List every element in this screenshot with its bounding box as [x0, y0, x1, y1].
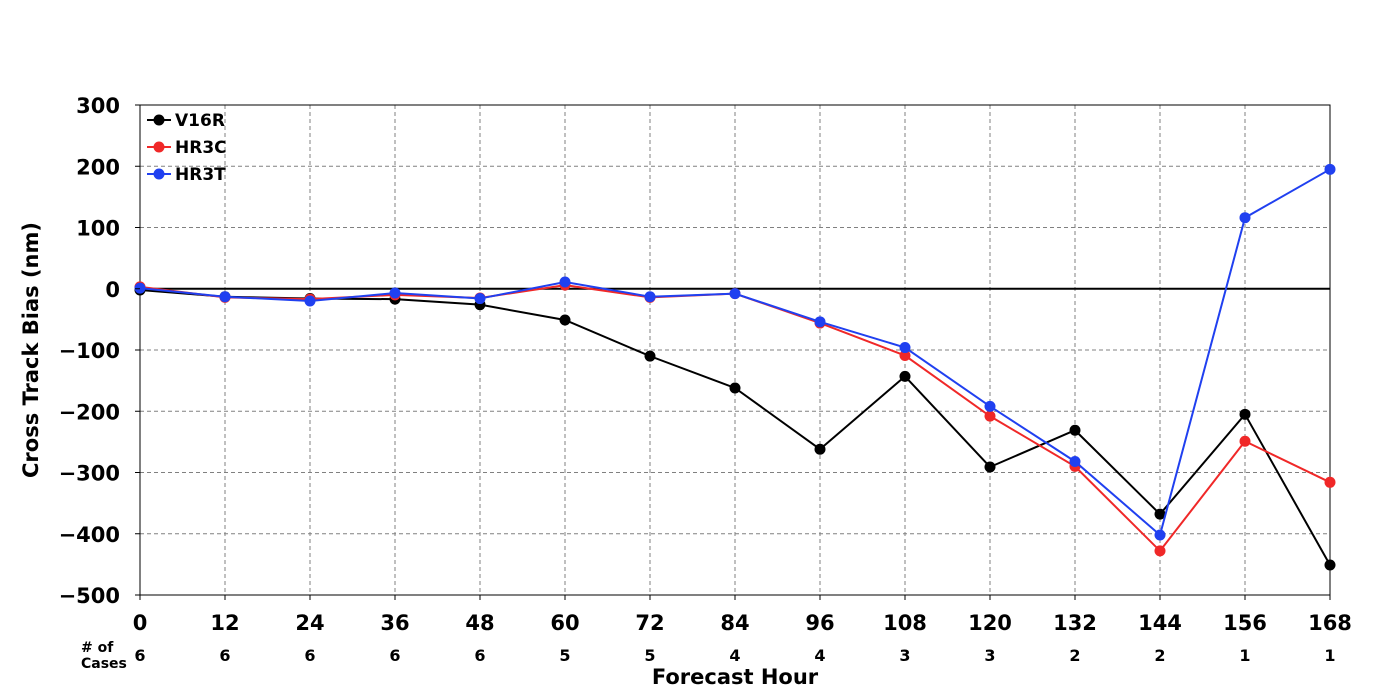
data-point-v16r [984, 461, 996, 473]
data-point-hr3t [644, 291, 656, 303]
legend-marker-hr3c [153, 141, 165, 153]
data-point-hr3c [899, 350, 911, 362]
data-point-v16r [1069, 424, 1081, 436]
cases-count: 6 [219, 646, 230, 665]
x-tick-label: 36 [380, 611, 409, 635]
data-point-v16r [559, 314, 571, 326]
y-tick-label: −500 [59, 584, 120, 608]
x-tick-label: 144 [1138, 611, 1182, 635]
data-point-v16r [1324, 559, 1336, 571]
x-tick-label: 12 [210, 611, 239, 635]
data-point-hr3t [1069, 455, 1081, 467]
cases-count: 4 [729, 646, 740, 665]
cases-count: 6 [304, 646, 315, 665]
legend-label-hr3c: HR3C [175, 138, 227, 158]
cases-count: 3 [899, 646, 910, 665]
data-point-v16r [814, 443, 826, 455]
x-tick-label: 156 [1223, 611, 1267, 635]
legend-label-hr3t: HR3T [175, 165, 226, 185]
legend-marker-v16r [153, 114, 165, 126]
cases-count: 6 [134, 646, 145, 665]
cases-count: 5 [644, 646, 655, 665]
data-point-hr3t [219, 291, 231, 303]
y-axis-label: Cross Track Bias (nm) [19, 222, 43, 478]
y-tick-label: 0 [105, 278, 120, 302]
y-tick-label: −200 [59, 400, 120, 424]
cases-count: 2 [1069, 646, 1080, 665]
cases-count: 6 [389, 646, 400, 665]
x-tick-label: 120 [968, 611, 1012, 635]
x-tick-label: 84 [720, 611, 749, 635]
cases-label-line1: # of [81, 640, 114, 656]
data-point-v16r [1239, 408, 1251, 420]
cases-count: 1 [1324, 646, 1335, 665]
cases-count: 5 [559, 646, 570, 665]
data-point-hr3c [1324, 476, 1336, 488]
data-point-hr3t [134, 282, 146, 294]
x-tick-label: 48 [465, 611, 494, 635]
cases-count: 4 [814, 646, 825, 665]
x-tick-label: 24 [295, 611, 324, 635]
x-tick-label: 0 [133, 611, 148, 635]
y-tick-label: 100 [76, 217, 120, 241]
legend-label-v16r: V16R [175, 111, 225, 131]
x-tick-label: 132 [1053, 611, 1097, 635]
data-point-hr3t [474, 293, 486, 305]
x-tick-label: 96 [805, 611, 834, 635]
x-tick-label: 60 [550, 611, 579, 635]
data-point-v16r [899, 370, 911, 382]
data-point-hr3t [814, 316, 826, 328]
x-axis-ticks: 0 12 24 36 48 60 72 84 96 108 120 132 144 156 168 [133, 595, 1352, 635]
cases-count: 3 [984, 646, 995, 665]
x-tick-label: 72 [635, 611, 664, 635]
data-point-v16r [644, 350, 656, 362]
y-tick-label: −400 [59, 523, 120, 547]
x-tick-label: 108 [883, 611, 927, 635]
cases-row: # of Cases 6 6 6 6 6 5 5 4 4 3 3 2 2 1 1 [81, 640, 1336, 672]
data-point-v16r [729, 382, 741, 394]
data-point-hr3t [899, 342, 911, 354]
cases-count: 6 [474, 646, 485, 665]
grid [140, 105, 1330, 595]
y-tick-label: 300 [76, 94, 120, 118]
data-point-hr3t [1154, 529, 1166, 541]
data-point-hr3c [1239, 435, 1251, 447]
data-point-hr3t [304, 295, 316, 307]
data-point-hr3t [1324, 163, 1336, 175]
x-tick-label: 168 [1308, 611, 1352, 635]
data-point-hr3c [1154, 545, 1166, 557]
data-point-hr3t [984, 400, 996, 412]
y-tick-label: −100 [59, 339, 120, 363]
y-axis-ticks: 300 200 100 0 −100 −200 −300 −400 −500 [59, 94, 140, 608]
data-point-hr3c [984, 410, 996, 422]
cases-label-line2: Cases [81, 656, 127, 672]
data-point-hr3t [729, 288, 741, 300]
data-point-hr3t [389, 287, 401, 299]
y-tick-label: −300 [59, 462, 120, 486]
data-point-v16r [1154, 508, 1166, 520]
y-tick-label: 200 [76, 155, 120, 179]
cases-count: 2 [1154, 646, 1165, 665]
cases-count: 1 [1239, 646, 1250, 665]
data-point-hr3t [559, 276, 571, 288]
legend-marker-hr3t [153, 168, 165, 180]
legend: V16R HR3C HR3T [147, 111, 227, 185]
data-point-hr3t [1239, 212, 1251, 224]
series-layer [134, 163, 1336, 571]
x-axis-label: Forecast Hour [652, 665, 819, 689]
